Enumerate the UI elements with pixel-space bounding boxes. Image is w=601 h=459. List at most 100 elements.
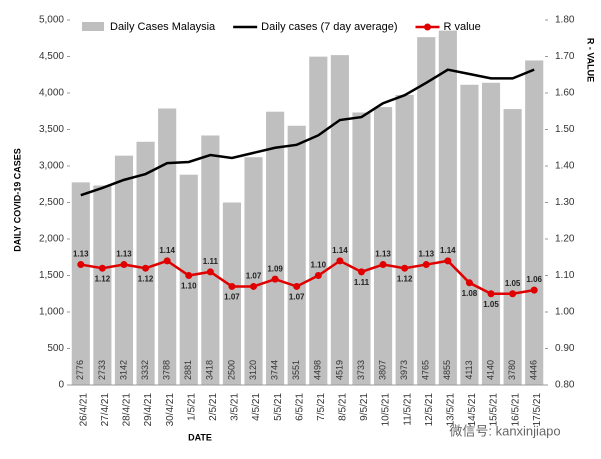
point [336,257,344,265]
point [357,268,365,276]
x-tick-label: 6/5/21 [294,393,305,421]
y2-tick-label: 1.70 [555,51,575,62]
point [465,279,473,287]
point-label: 1.11 [203,257,219,266]
bar [481,82,501,385]
point [422,261,430,269]
point [444,257,452,265]
y2-tick-label: 1.80 [555,15,575,26]
bar-value-label: 4113 [464,360,474,379]
bar [417,37,436,385]
point-label: 1.12 [138,274,154,283]
point [314,272,322,279]
bar [93,185,112,385]
point-label: 1.07 [289,293,305,302]
bar-value-label: 2733 [97,360,107,380]
x-tick-label: 17/5/21 [532,393,543,427]
x-tick-label: 28/4/21 [122,393,133,427]
point [120,261,128,269]
bar [525,60,544,385]
x-tick-label: 9/5/21 [359,393,370,421]
bar-value-label: 3551 [291,360,301,380]
x-tick-label: 16/5/21 [510,393,521,427]
y-tick-label: 5,000 [39,15,64,26]
y-tick-label: 1,000 [39,307,64,318]
bar [309,56,328,386]
y-tick-label: 500 [47,343,64,354]
x-tick-label: 3/5/21 [230,393,241,421]
bar [438,30,457,386]
y-axis-title: DAILY COVID-19 CASES [12,148,22,252]
bar-value-label: 3733 [356,360,366,380]
point-label: 1.06 [526,275,542,284]
legend-label: Daily cases (7 day average) [261,21,397,33]
legend-swatch [82,22,104,31]
point-label: 1.14 [440,246,456,255]
bar-value-label: 3780 [507,360,517,380]
bar-value-label: 2881 [183,360,193,380]
line [80,259,535,295]
y2-tick-label: 1.20 [555,234,575,245]
y2-tick-label: 1.10 [555,270,575,281]
bar [503,109,522,385]
point [401,264,409,272]
point-label: 1.13 [375,250,391,259]
bar [266,111,285,386]
bar [201,135,220,385]
point [293,282,301,290]
point-label: 1.08 [462,289,478,298]
bar-value-label: 4446 [529,360,539,380]
x-tick-label: 13/5/21 [445,393,456,427]
bar-value-label: 3807 [377,360,387,380]
y2-tick-label: 1.40 [555,161,575,172]
x-tick-label: 12/5/21 [424,393,435,427]
point [163,257,171,265]
x-tick-label: 10/5/21 [381,393,392,427]
line [80,68,535,197]
x-tick-label: 8/5/21 [338,393,349,421]
y-tick-label: 2,500 [39,197,64,208]
watermark: 微信号: kanxinjiapo [449,423,560,438]
point-label: 1.13 [73,250,89,259]
y-tick-label: 1,500 [39,270,64,281]
y2-tick-label: 1.00 [555,307,575,318]
point-label: 1.14 [332,246,348,255]
bar [330,55,349,385]
point-label: 1.11 [354,278,370,287]
point [185,272,193,279]
bar [287,125,306,385]
point [228,282,236,290]
legend-swatch [424,23,431,31]
bar [114,155,134,385]
legend-label: R value [444,21,481,33]
x-tick-label: 2/5/21 [208,393,219,421]
point-label: 1.05 [483,300,499,309]
point [142,264,150,272]
x-tick-label: 27/4/21 [100,393,111,427]
point-label: 1.05 [505,279,521,288]
point [487,290,495,298]
y-tick-label: 3,000 [39,161,64,172]
bar-value-label: 3142 [118,360,128,380]
point-label: 1.07 [246,272,262,281]
legend-label: Daily Cases Malaysia [110,21,216,33]
bar-value-label: 3973 [399,360,409,380]
point [509,290,517,298]
x-tick-label: 4/5/21 [251,393,262,421]
point [530,286,538,294]
bar-value-label: 3788 [162,360,172,380]
x-tick-label: 15/5/21 [489,393,500,427]
y2-tick-label: 1.50 [555,124,575,135]
y-tick-label: 4,000 [39,88,64,99]
y-tick-label: 0 [58,380,64,391]
point-label: 1.10 [181,282,197,291]
y2-tick-label: 0.90 [555,343,575,354]
y2-tick-label: 0.80 [555,380,575,391]
y-tick-label: 2,000 [39,234,64,245]
point [379,261,387,269]
x-tick-label: 7/5/21 [316,393,327,421]
point [77,261,85,269]
bar [244,157,263,385]
bar-value-label: 2776 [75,360,85,380]
